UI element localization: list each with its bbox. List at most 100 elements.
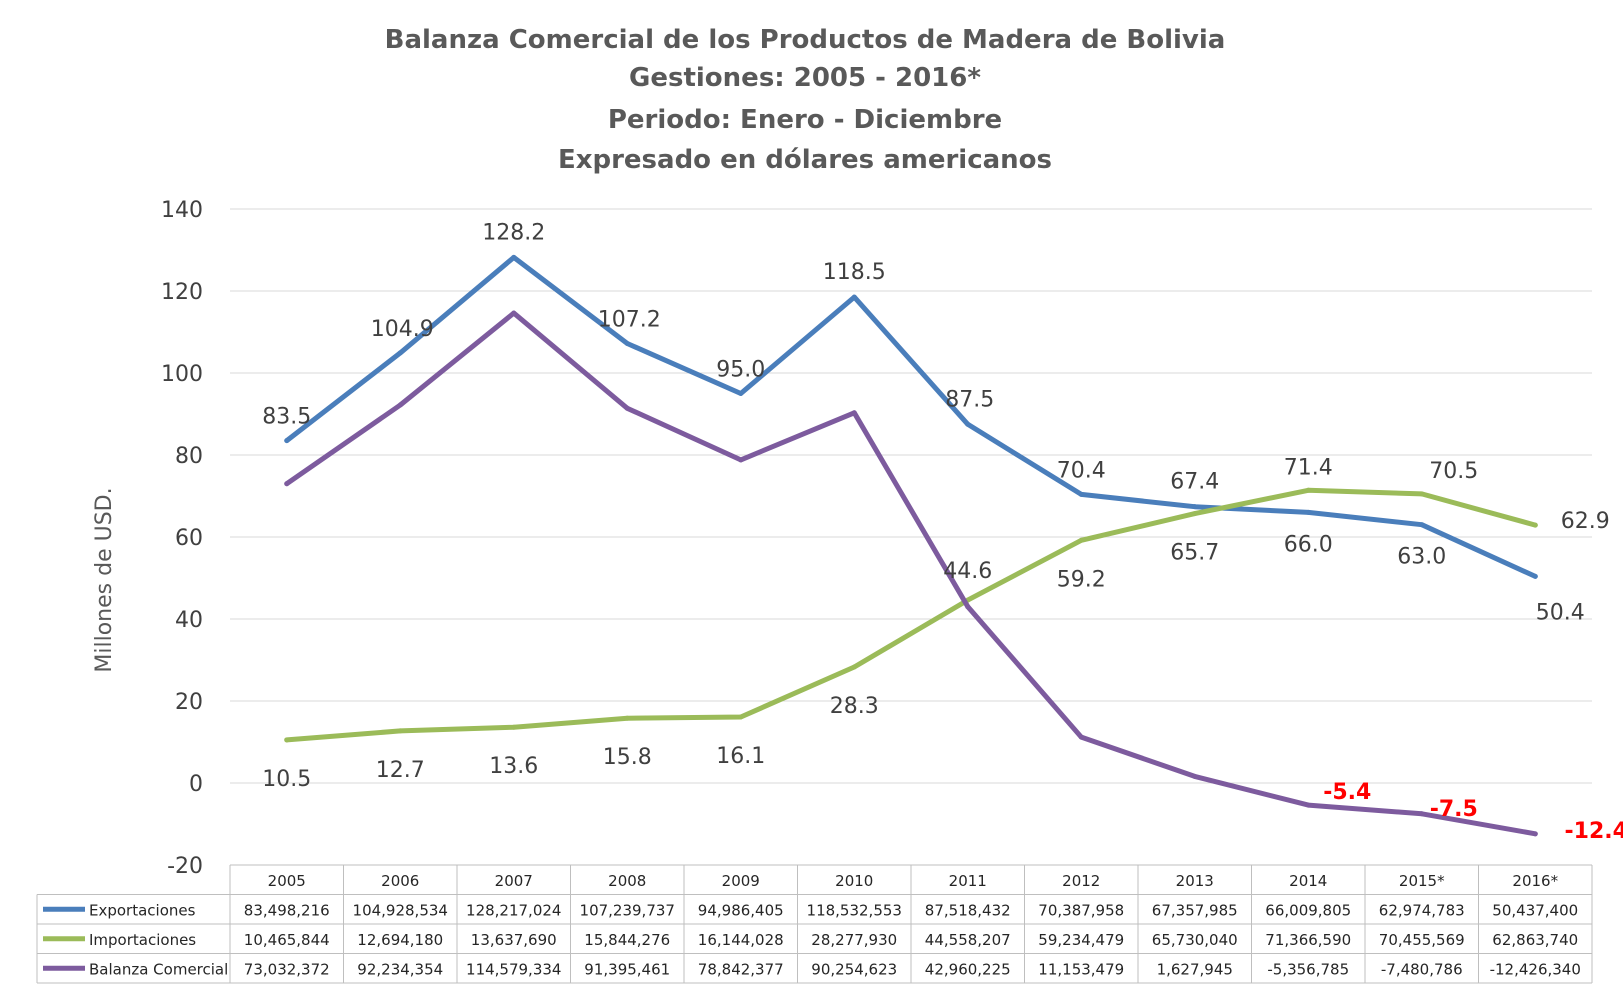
table-cell: 16,144,028 xyxy=(698,931,784,949)
data-point xyxy=(1532,831,1538,837)
legend-entry: Balanza Comercial xyxy=(89,960,228,978)
data-point xyxy=(851,664,857,670)
data-point xyxy=(1192,511,1198,517)
x-tick-label: 2011 xyxy=(949,872,987,890)
data-point xyxy=(284,737,290,743)
data-label: 28.3 xyxy=(830,694,879,719)
data-point xyxy=(1192,504,1198,510)
table-cell: 1,627,945 xyxy=(1157,960,1233,978)
chart-title-line: Gestiones: 2005 - 2016* xyxy=(629,63,981,93)
x-tick-label: 2014 xyxy=(1289,872,1327,890)
data-point xyxy=(284,438,290,444)
table-cell: 59,234,479 xyxy=(1038,931,1124,949)
table-cell: -7,480,786 xyxy=(1381,960,1463,978)
data-point xyxy=(397,350,403,356)
table-cell: 50,437,400 xyxy=(1492,901,1578,919)
table-cell: 128,217,024 xyxy=(466,901,561,919)
x-tick-label: 2010 xyxy=(835,872,873,890)
y-tick-label: 0 xyxy=(189,772,203,797)
series-line-importaciones xyxy=(284,487,1538,743)
table-cell: 71,366,590 xyxy=(1265,931,1351,949)
data-label: 70.4 xyxy=(1057,458,1106,483)
data-label: 10.5 xyxy=(262,767,311,792)
chart-title-line: Periodo: Enero - Diciembre xyxy=(608,105,1002,135)
table-cell: 12,694,180 xyxy=(357,931,443,949)
table-cell: 62,863,740 xyxy=(1492,931,1578,949)
data-label: 107.2 xyxy=(598,307,661,332)
y-tick-label: 40 xyxy=(175,608,203,633)
legend-entry: Exportaciones xyxy=(89,901,196,919)
data-label: 44.6 xyxy=(943,559,992,584)
x-tick-label: 2015* xyxy=(1399,872,1445,890)
table-cell: -12,426,340 xyxy=(1490,960,1581,978)
data-label: 67.4 xyxy=(1170,470,1219,495)
table-cell: 70,387,958 xyxy=(1038,901,1124,919)
data-point xyxy=(1305,802,1311,808)
data-label: 87.5 xyxy=(945,387,994,412)
table-cell: 67,357,985 xyxy=(1152,901,1238,919)
table-cell: 87,518,432 xyxy=(925,901,1011,919)
data-label: -12.4 xyxy=(1565,819,1623,844)
x-tick-label: 2013 xyxy=(1176,872,1214,890)
data-point xyxy=(738,457,744,463)
data-point xyxy=(1419,491,1425,497)
data-label: 65.7 xyxy=(1170,541,1219,566)
table-cell: 83,498,216 xyxy=(244,901,330,919)
data-label: 118.5 xyxy=(823,260,886,285)
x-tick-label: 2007 xyxy=(495,872,533,890)
table-cell: 65,730,040 xyxy=(1152,931,1238,949)
x-tick-label: 2016* xyxy=(1512,872,1558,890)
series-line-exportaciones xyxy=(284,254,1538,579)
table-cell: 90,254,623 xyxy=(811,960,897,978)
legend-entry: Importaciones xyxy=(89,931,196,949)
series-lines xyxy=(284,254,1538,837)
table-cell: 114,579,334 xyxy=(466,960,561,978)
table-cell: 10,465,844 xyxy=(244,931,330,949)
data-point xyxy=(738,714,744,720)
data-table: 2005 2006 2007 2008 2009 2010 2011 2012 2013 2014… xyxy=(36,864,1593,984)
chart-title-line: Balanza Comercial de los Productos de Ma… xyxy=(385,25,1226,55)
table-cell: 78,842,377 xyxy=(698,960,784,978)
data-label: 104.9 xyxy=(371,317,434,342)
x-tick-label: 2012 xyxy=(1062,872,1100,890)
data-label: 95.0 xyxy=(716,358,765,383)
data-label: 50.4 xyxy=(1536,600,1585,625)
data-label: 12.7 xyxy=(376,758,425,783)
y-tick-label: -20 xyxy=(167,854,203,879)
data-point xyxy=(965,421,971,427)
data-point xyxy=(1419,522,1425,528)
table-cell: -5,356,785 xyxy=(1267,960,1349,978)
table-cell: 42,960,225 xyxy=(925,960,1011,978)
table-cell: 44,558,207 xyxy=(925,931,1011,949)
data-point xyxy=(511,310,517,316)
table-cell: 28,277,930 xyxy=(811,931,897,949)
y-axis-label: Millones de USD. xyxy=(92,487,117,672)
table-cell: 15,844,276 xyxy=(584,931,670,949)
data-point xyxy=(1078,734,1084,740)
data-label: 59.2 xyxy=(1057,567,1106,592)
data-label: 15.8 xyxy=(603,745,652,770)
data-point xyxy=(397,728,403,734)
data-labels: 83.5 104.9 128.2 107.2 95.0 118.5 87.5 70.4 67.4… xyxy=(262,220,1623,843)
data-point xyxy=(624,340,630,346)
data-label: 16.1 xyxy=(716,744,765,769)
data-label: -5.4 xyxy=(1323,780,1371,805)
table-cell: 11,153,479 xyxy=(1038,960,1124,978)
y-tick-label: 120 xyxy=(161,280,203,305)
data-point xyxy=(738,391,744,396)
table-cell: 92,234,354 xyxy=(357,960,443,978)
chart-title: Balanza Comercial de los Productos de Ma… xyxy=(385,25,1226,175)
gridlines xyxy=(230,208,1592,784)
data-point xyxy=(1305,509,1311,515)
data-label: -7.5 xyxy=(1430,797,1478,822)
data-label: 70.5 xyxy=(1429,459,1478,484)
table-cell: 118,532,553 xyxy=(807,901,902,919)
data-point xyxy=(1532,573,1538,579)
table-cell: 66,009,805 xyxy=(1265,901,1351,919)
data-label: 13.6 xyxy=(489,754,538,779)
data-point xyxy=(965,604,971,610)
y-tick-label: 20 xyxy=(175,690,203,715)
y-tick-label: 60 xyxy=(175,526,203,551)
data-point xyxy=(851,294,857,300)
